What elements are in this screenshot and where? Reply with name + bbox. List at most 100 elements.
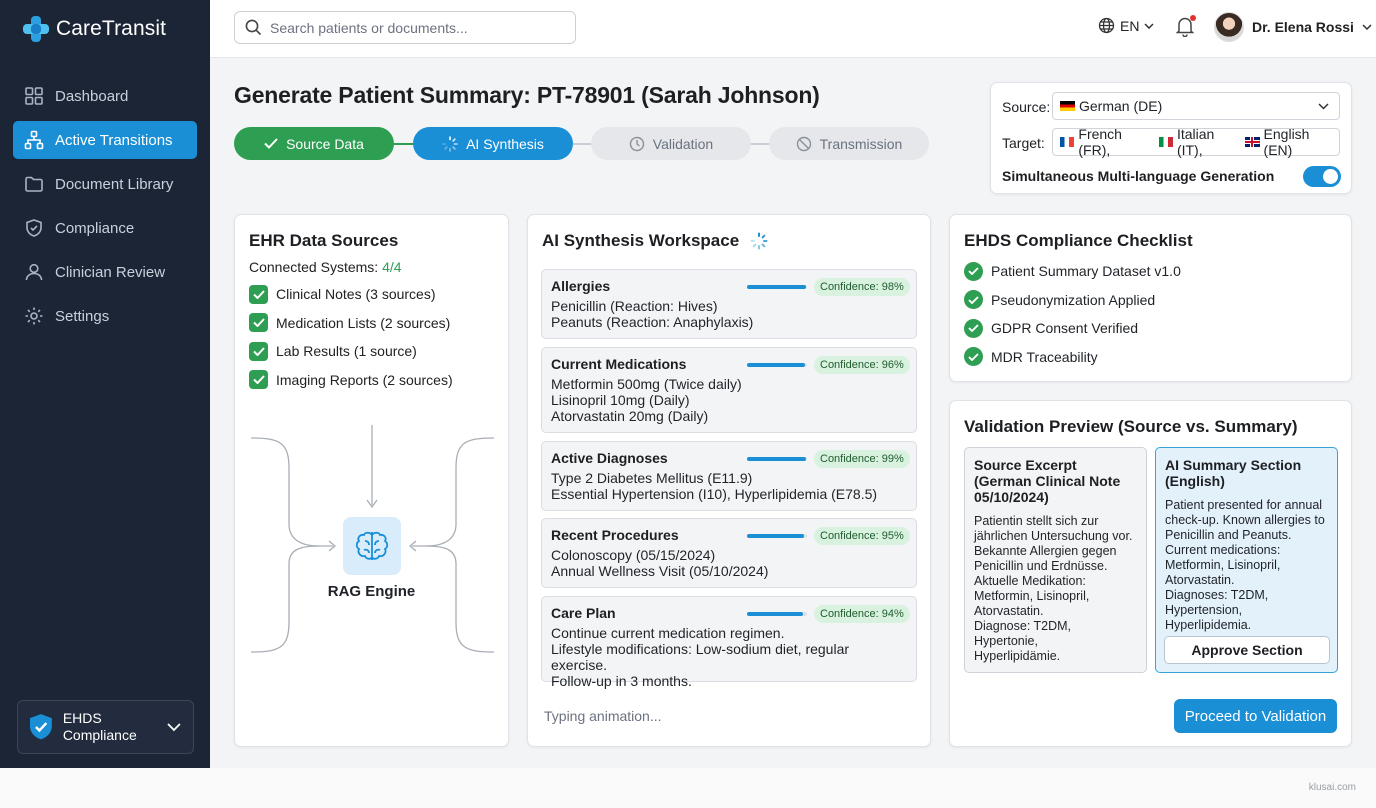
language-code: EN (1120, 17, 1140, 34)
confidence-badge: Confidence: 98% (814, 278, 910, 296)
app-logo[interactable]: CareTransit (22, 14, 166, 44)
notifications-button[interactable] (1175, 15, 1197, 39)
section-recent-procedures[interactable]: Recent Procedures Confidence: 95% Colono… (541, 518, 917, 588)
sidebar-item-document-library[interactable]: Document Library (13, 165, 197, 203)
sidebar-item-label: Settings (55, 307, 110, 325)
language-selector[interactable]: EN (1098, 17, 1154, 34)
source-language-select[interactable]: German (DE) (1052, 92, 1340, 120)
ai-synthesis-workspace: AI Synthesis Workspace Allergies Confide… (527, 214, 931, 747)
avatar (1214, 12, 1244, 42)
search-box[interactable] (234, 11, 576, 44)
step-label: Transmission (819, 135, 903, 152)
language-settings-card: Source: German (DE) Target: French (FR),… (990, 82, 1352, 194)
sidebar-item-clinician-review[interactable]: Clinician Review (13, 253, 197, 291)
clock-icon (629, 136, 644, 151)
section-line: Annual Wellness Visit (05/10/2024) (551, 563, 769, 579)
step-transmission[interactable]: Transmission (769, 127, 929, 160)
transitions-icon (24, 130, 44, 150)
confidence-bar (747, 534, 807, 538)
step-connector (570, 143, 592, 145)
section-line: Metformin 500mg (Twice daily) (551, 376, 742, 392)
typing-indicator: Typing animation... (544, 708, 662, 724)
ehds-compliance-checklist: EHDS Compliance Checklist Patient Summar… (949, 214, 1352, 382)
confidence-bar (747, 363, 807, 367)
section-line: Atorvastatin 20mg (Daily) (551, 408, 709, 424)
chevron-down-icon (1144, 22, 1154, 29)
shield-check-icon (29, 714, 52, 740)
checklist-label: Patient Summary Dataset v1.0 (991, 263, 1181, 280)
section-line: Follow-up in 3 months. (551, 673, 692, 689)
proceed-to-validation-button[interactable]: Proceed to Validation (1174, 699, 1337, 733)
section-heading: Recent Procedures (551, 527, 679, 543)
source-checkbox-imaging-reports[interactable]: Imaging Reports (2 sources) (249, 366, 453, 395)
sidebar-item-label: Clinician Review (55, 263, 166, 281)
rag-engine-node[interactable] (343, 517, 401, 575)
logo-icon (22, 15, 50, 43)
blocked-icon (796, 136, 811, 151)
sidebar-item-settings[interactable]: Settings (13, 297, 197, 335)
brain-icon (355, 531, 389, 560)
source-label: Medication Lists (2 sources) (276, 314, 451, 331)
sidebar-item-active-transitions[interactable]: Active Transitions (13, 121, 197, 159)
section-line: Peanuts (Reaction: Anaphylaxis) (551, 314, 754, 330)
source-excerpt-panel: Source Excerpt (German Clinical Note 05/… (964, 447, 1147, 673)
sidebar: CareTransit Dashboard Active Transitions… (0, 0, 210, 768)
shield-icon (26, 219, 42, 237)
sidebar-item-label: Document Library (55, 175, 174, 193)
section-allergies[interactable]: Allergies Confidence: 98% Penicillin (Re… (541, 269, 917, 339)
gear-icon (25, 307, 43, 325)
dashboard-icon (25, 87, 43, 105)
check-circle-icon (964, 290, 983, 310)
search-input[interactable] (270, 19, 560, 36)
step-validation[interactable]: Validation (591, 127, 751, 160)
step-ai-synthesis[interactable]: AI Synthesis (413, 127, 573, 160)
section-care-plan[interactable]: Care Plan Confidence: 94% Continue curre… (541, 596, 917, 689)
section-line: Lisinopril 10mg (Daily) (551, 392, 690, 408)
step-source-data[interactable]: Source Data (234, 127, 394, 160)
checkbox-icon (249, 313, 268, 333)
sidebar-item-compliance[interactable]: Compliance (13, 209, 197, 247)
source-checkbox-medication-lists[interactable]: Medication Lists (2 sources) (249, 309, 453, 338)
checkbox-icon (249, 284, 268, 304)
multi-language-toggle[interactable] (1303, 166, 1341, 187)
validation-title: Validation Preview (Source vs. Summary) (964, 417, 1298, 436)
section-line: Type 2 Diabetes Mellitus (E11.9) (551, 470, 753, 486)
section-heading: Active Diagnoses (551, 450, 668, 466)
target-language-label: Target: (1002, 135, 1045, 151)
validation-preview-card: Validation Preview (Source vs. Summary) … (949, 400, 1352, 747)
ehds-compliance-badge[interactable]: EHDS Compliance (17, 700, 194, 754)
user-icon (25, 263, 43, 281)
sidebar-item-dashboard[interactable]: Dashboard (13, 77, 197, 115)
search-icon (245, 19, 262, 36)
section-current-medications[interactable]: Current Medications Confidence: 96% Metf… (541, 347, 917, 433)
globe-icon (1098, 17, 1115, 34)
source-excerpt-text: Patientin stellt sich zur jährlichen Unt… (974, 514, 1133, 663)
confidence-badge: Confidence: 94% (814, 605, 910, 623)
section-heading: Care Plan (551, 605, 616, 621)
source-checkbox-clinical-notes[interactable]: Clinical Notes (3 sources) (249, 280, 453, 309)
connected-systems: Connected Systems: 4/4 (249, 259, 402, 275)
ai-summary-text: Patient presented for annual check-up. K… (1165, 498, 1325, 632)
workspace-title: AI Synthesis Workspace (542, 231, 768, 251)
loading-spinner-icon (750, 232, 768, 250)
confidence-bar (747, 457, 807, 461)
germany-flag-icon (1060, 101, 1075, 111)
checklist-item: Patient Summary Dataset v1.0 (964, 257, 1181, 286)
spinner-icon (442, 135, 458, 152)
sidebar-nav: Dashboard Active Transitions Document Li… (13, 77, 197, 341)
connected-label: Connected Systems: (249, 259, 379, 275)
check-circle-icon (964, 318, 983, 338)
section-active-diagnoses[interactable]: Active Diagnoses Confidence: 99% Type 2 … (541, 441, 917, 511)
target-language-select[interactable]: French (FR), Italian (IT), English (EN) (1052, 126, 1340, 158)
user-menu[interactable]: Dr. Elena Rossi (1214, 12, 1372, 42)
notification-dot (1190, 15, 1196, 21)
source-excerpt-heading: Source Excerpt (German Clinical Note 05/… (974, 457, 1121, 505)
page-title: Generate Patient Summary: PT-78901 (Sara… (234, 82, 820, 108)
section-line: Continue current medication regimen. (551, 625, 785, 641)
step-label: Validation (652, 135, 714, 152)
source-checkbox-lab-results[interactable]: Lab Results (1 source) (249, 337, 453, 366)
approve-section-button[interactable]: Approve Section (1164, 636, 1330, 664)
checklist-title: EHDS Compliance Checklist (964, 231, 1193, 250)
checklist-item: Pseudonymization Applied (964, 286, 1181, 315)
step-label: AI Synthesis (466, 135, 544, 152)
